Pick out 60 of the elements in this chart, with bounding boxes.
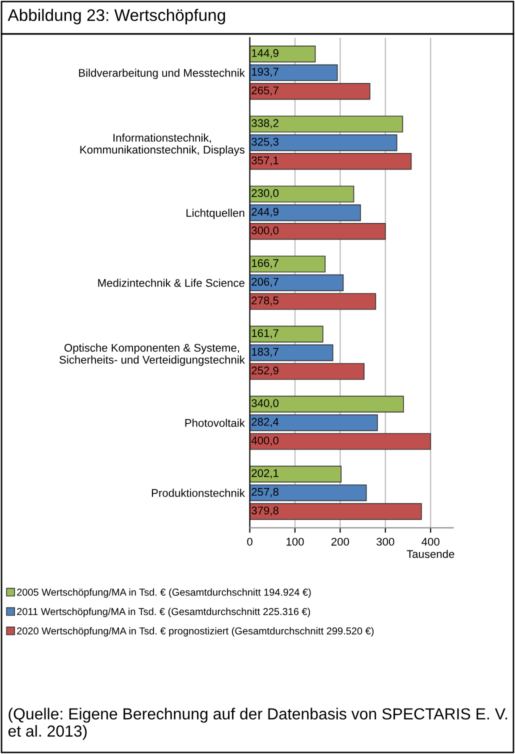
data-label: 265,7 [252, 86, 278, 96]
data-label: 202,1 [252, 469, 278, 478]
data-label: 193,7 [252, 68, 278, 77]
data-label: 183,7 [252, 348, 278, 358]
bar [250, 503, 422, 520]
y-tick-label: Medizintechnik & Life Science [98, 278, 244, 287]
x-axis-title: Tausende [406, 550, 454, 558]
data-label: 252,9 [252, 366, 278, 376]
bar [250, 414, 378, 432]
data-label: 257,8 [252, 488, 278, 498]
data-label: 166,7 [252, 259, 278, 268]
text: (Quelle: Eigene Berechnung auf der Datenbasis von SPECTARIS E. V. et al. 2013) [8, 708, 508, 740]
x-tick-label: 200 [331, 538, 350, 546]
data-label: 161,7 [252, 329, 278, 338]
x-tick-label: 100 [286, 538, 304, 546]
bar [250, 153, 412, 170]
x-tick-label: 0 [247, 538, 252, 546]
bar [250, 396, 404, 412]
data-label: 300,0 [252, 226, 278, 236]
data-label: 340,0 [252, 399, 278, 408]
text: Abbildung 23: Wertschöpfung [8, 8, 226, 24]
bar [250, 344, 334, 362]
data-label: 400,0 [251, 436, 278, 446]
data-label: 357,1 [252, 156, 278, 166]
bar [250, 46, 316, 62]
data-label: 278,5 [252, 296, 278, 306]
bar [250, 433, 432, 450]
data-label: 325,3 [252, 138, 278, 148]
legend-label: 2005 Wertschöpfung/MA in Tsd. € (Gesamtdurchschnitt 194.924 €) [17, 588, 311, 598]
y-tick-label: Informationstechnik, Kommunikationstechnik, Displays [80, 134, 245, 156]
y-tick-label: Produktionstechnik [152, 488, 245, 497]
bar [250, 223, 386, 240]
bar [250, 134, 398, 152]
bar [250, 363, 365, 380]
bar [250, 116, 404, 132]
data-label: 144,9 [252, 49, 278, 58]
bar [250, 186, 354, 202]
bar [250, 204, 361, 222]
y-tick-label: Photovoltaik [185, 418, 245, 427]
bar [250, 326, 324, 342]
data-label: 379,8 [252, 506, 278, 516]
bar [250, 484, 367, 502]
x-tick-label: 300 [376, 538, 394, 546]
data-label: 206,7 [252, 278, 278, 288]
legend-label: 2011 Wertschöpfung/MA in Tsd. € (Gesamtdurchschnitt 225.316 €) [17, 608, 310, 618]
data-label: 338,2 [252, 119, 278, 128]
legend-label: 2020 Wertschöpfung/MA in Tsd. € prognostiziert (Gesamtdurchschnitt 299.520 €) [17, 627, 374, 636]
bar [250, 256, 326, 272]
data-label: 282,4 [252, 418, 279, 428]
x-tick-label: 400 [422, 538, 440, 546]
y-tick-label: Optische Komponenten & Systeme, Sicherheits- und Verteidigungstechnik [60, 344, 245, 366]
data-label: 244,9 [252, 208, 278, 218]
bar [250, 466, 342, 482]
y-tick-label: Bildverarbeitung und Messtechnik [79, 68, 245, 80]
bar [250, 274, 344, 292]
bar [250, 293, 376, 310]
bar [250, 64, 338, 82]
data-label: 230,0 [252, 189, 278, 198]
y-tick-label: Lichtquellen [186, 208, 244, 220]
bar [250, 83, 370, 100]
